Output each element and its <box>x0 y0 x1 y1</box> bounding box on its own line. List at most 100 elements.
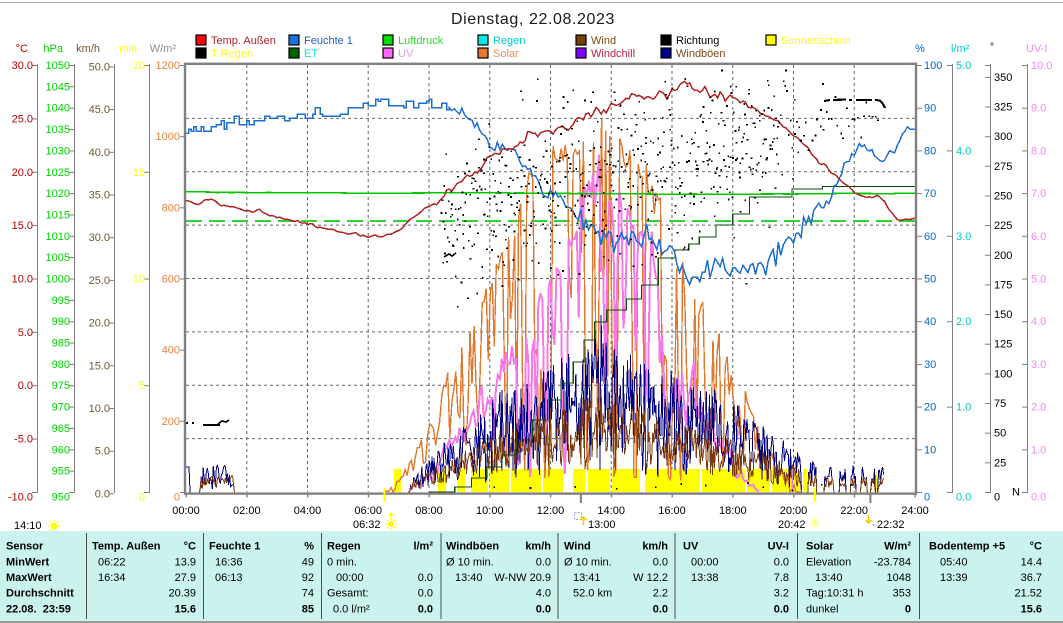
svg-text:Temp. Außen: Temp. Außen <box>211 35 276 47</box>
svg-text:0: 0 <box>139 492 145 504</box>
svg-text:km/h: km/h <box>525 541 551 553</box>
svg-text:20:42: 20:42 <box>778 519 806 531</box>
svg-text:Gesamt:: Gesamt: <box>327 588 369 600</box>
svg-text:°C: °C <box>184 541 196 553</box>
svg-text:1000: 1000 <box>46 274 70 286</box>
svg-text:22:00: 22:00 <box>840 505 868 517</box>
svg-text:1045: 1045 <box>46 81 70 93</box>
svg-text:980: 980 <box>52 359 70 371</box>
svg-text:9.0: 9.0 <box>1031 103 1046 115</box>
svg-text:20.39: 20.39 <box>168 588 196 600</box>
svg-text:40: 40 <box>924 316 936 328</box>
svg-text:20:00: 20:00 <box>780 505 808 517</box>
svg-text:15: 15 <box>133 167 145 179</box>
svg-text:00:00: 00:00 <box>691 557 719 569</box>
svg-text:13:38: 13:38 <box>691 572 719 584</box>
svg-text:14:10: 14:10 <box>14 520 42 532</box>
svg-text:MaxWert: MaxWert <box>6 572 52 584</box>
svg-text:600: 600 <box>162 274 180 286</box>
svg-text:5.0: 5.0 <box>956 60 971 72</box>
svg-text:30.0: 30.0 <box>12 60 33 72</box>
svg-text:04:00: 04:00 <box>294 505 322 517</box>
svg-text:125: 125 <box>994 339 1012 351</box>
svg-text:25.0: 25.0 <box>89 275 110 287</box>
svg-text:100: 100 <box>924 60 942 72</box>
svg-text:45.0: 45.0 <box>89 104 110 116</box>
svg-text:%: % <box>915 43 925 55</box>
svg-text:20: 20 <box>133 60 145 72</box>
svg-text:T Regen: T Regen <box>211 48 253 60</box>
svg-text:UV-I: UV-I <box>1026 43 1047 55</box>
svg-text:Sensor: Sensor <box>6 541 44 553</box>
svg-text:400: 400 <box>162 345 180 357</box>
svg-text:°C: °C <box>1030 541 1042 553</box>
svg-text:5.0: 5.0 <box>95 446 110 458</box>
svg-text:Feuchte 1: Feuchte 1 <box>209 541 260 553</box>
svg-text:13:41: 13:41 <box>573 572 601 584</box>
svg-text:50: 50 <box>994 428 1006 440</box>
svg-text:18:00: 18:00 <box>719 505 747 517</box>
svg-text:Solar: Solar <box>806 541 834 553</box>
svg-text:02:00: 02:00 <box>233 505 261 517</box>
svg-text:Regen: Regen <box>493 35 525 47</box>
svg-text:2.0: 2.0 <box>1031 402 1046 414</box>
svg-text:Tag:10:31 h: Tag:10:31 h <box>806 588 864 600</box>
svg-text:W/m²: W/m² <box>150 43 177 55</box>
svg-text:08:00: 08:00 <box>415 505 443 517</box>
svg-text:800: 800 <box>162 202 180 214</box>
svg-text:35.0: 35.0 <box>89 190 110 202</box>
svg-text:0.0: 0.0 <box>95 488 110 500</box>
svg-text:0: 0 <box>905 604 911 616</box>
svg-text:Sonnenschein: Sonnenschein <box>781 35 851 47</box>
svg-text:2.0: 2.0 <box>956 316 971 328</box>
svg-text:12:00: 12:00 <box>537 505 565 517</box>
svg-text:1.0: 1.0 <box>956 402 971 414</box>
svg-text:0.0: 0.0 <box>418 588 433 600</box>
svg-text:UV: UV <box>398 48 414 60</box>
svg-text:W 12.2: W 12.2 <box>633 572 668 584</box>
svg-text:km/h: km/h <box>642 541 668 553</box>
svg-text:6.0: 6.0 <box>1031 231 1046 243</box>
svg-text:1010: 1010 <box>46 231 70 243</box>
svg-text:0.0: 0.0 <box>653 604 668 616</box>
svg-text:250: 250 <box>994 191 1012 203</box>
svg-text:200: 200 <box>162 416 180 428</box>
svg-text:955: 955 <box>52 466 70 478</box>
svg-text:10: 10 <box>133 274 145 286</box>
svg-text:100: 100 <box>994 368 1012 380</box>
svg-text:0.0: 0.0 <box>1031 492 1046 504</box>
svg-text:14:00: 14:00 <box>597 505 625 517</box>
svg-text:0.0: 0.0 <box>536 557 551 569</box>
svg-text:74: 74 <box>302 588 314 600</box>
svg-text:21.52: 21.52 <box>1014 588 1042 600</box>
svg-text:85: 85 <box>302 604 314 616</box>
svg-text:70: 70 <box>924 188 936 200</box>
svg-text:km/h: km/h <box>76 43 100 55</box>
svg-text:10.0: 10.0 <box>1031 60 1052 72</box>
svg-text:20.0: 20.0 <box>12 167 33 179</box>
svg-text:UV-I: UV-I <box>768 541 789 553</box>
svg-text:1015: 1015 <box>46 209 70 221</box>
svg-text:-5.0: -5.0 <box>14 434 33 446</box>
svg-text:1030: 1030 <box>46 145 70 157</box>
svg-text:150: 150 <box>994 309 1012 321</box>
svg-text:15.0: 15.0 <box>89 360 110 372</box>
svg-text:0.0: 0.0 <box>774 604 789 616</box>
svg-text:40.0: 40.0 <box>89 147 110 159</box>
svg-text:0.0 l/m²: 0.0 l/m² <box>333 604 370 616</box>
svg-text:5.0: 5.0 <box>18 327 33 339</box>
svg-text:13:40: 13:40 <box>815 572 843 584</box>
svg-text:995: 995 <box>52 295 70 307</box>
svg-text:225: 225 <box>994 220 1012 232</box>
svg-text:0.0: 0.0 <box>18 380 33 392</box>
svg-text:350: 350 <box>994 72 1012 84</box>
svg-text:13:00: 13:00 <box>588 519 616 531</box>
svg-text:75: 75 <box>994 398 1006 410</box>
svg-text:1200: 1200 <box>156 60 180 72</box>
svg-text:Windböen: Windböen <box>676 48 726 60</box>
svg-text:25: 25 <box>994 457 1006 469</box>
svg-text:275: 275 <box>994 161 1012 173</box>
svg-text:175: 175 <box>994 279 1012 291</box>
svg-text:49: 49 <box>302 557 314 569</box>
svg-text:50.0: 50.0 <box>89 61 110 73</box>
